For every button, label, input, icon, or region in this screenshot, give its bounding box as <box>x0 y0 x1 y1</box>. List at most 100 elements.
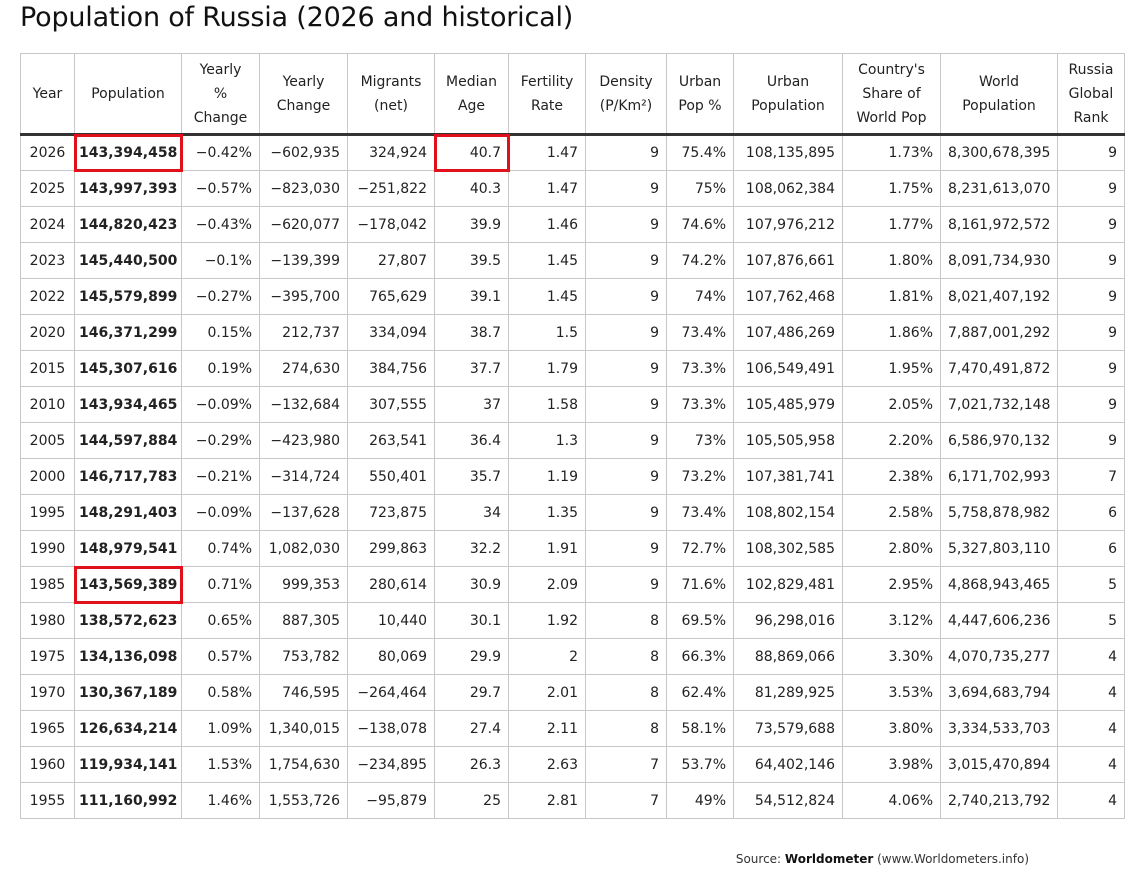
cell-density: 9 <box>585 278 667 315</box>
table-row: 2025 143,997,393 −0.57% −823,030 −251,822 40.… <box>20 170 1125 207</box>
cell-density: 7 <box>585 782 667 819</box>
cell-yearly-change: 887,305 <box>259 602 348 639</box>
cell-world-share: 1.73% <box>842 134 941 171</box>
column-header-line: Rank <box>1073 109 1109 126</box>
column-header-line: Yearly <box>282 73 325 90</box>
cell-migrants: 27,807 <box>347 242 435 279</box>
column-header-line: Migrants <box>360 73 422 90</box>
cell-median-age: 27.4 <box>434 710 509 747</box>
column-header-population[interactable]: Population <box>74 53 182 136</box>
cell-world-share: 4.06% <box>842 782 941 819</box>
column-header-line: Density <box>599 73 653 90</box>
cell-population: 119,934,141 <box>74 746 182 783</box>
cell-density: 8 <box>585 602 667 639</box>
column-header-line: (P/Km²) <box>599 97 653 114</box>
source-link[interactable]: Worldometer <box>784 852 874 866</box>
cell-world-population: 3,334,533,703 <box>940 710 1058 747</box>
cell-population: 144,597,884 <box>74 422 182 459</box>
cell-world-population: 4,070,735,277 <box>940 638 1058 675</box>
cell-yearly-change: −602,935 <box>259 134 348 171</box>
table-row: 1995 148,291,403 −0.09% −137,628 723,875 34 1.… <box>20 494 1125 531</box>
cell-urban-population: 107,876,661 <box>733 242 843 279</box>
table-row: 1990 148,979,541 0.74% 1,082,030 299,863 32.2… <box>20 530 1125 567</box>
cell-median-age: 38.7 <box>434 314 509 351</box>
cell-urban-pop-pct: 74.2% <box>666 242 734 279</box>
cell-density: 9 <box>585 242 667 279</box>
cell-urban-pop-pct: 74% <box>666 278 734 315</box>
column-header-line: % <box>213 85 228 102</box>
cell-urban-population: 108,302,585 <box>733 530 843 567</box>
table-row: 2026 143,394,458 −0.42% −602,935 324,924 40.7… <box>20 133 1125 172</box>
cell-fertility-rate: 2.11 <box>508 710 586 747</box>
column-header-migrants[interactable]: Migrants (net) <box>347 53 435 136</box>
cell-world-share: 1.77% <box>842 206 941 243</box>
cell-migrants: −178,042 <box>347 206 435 243</box>
cell-density: 7 <box>585 746 667 783</box>
cell-fertility-rate: 1.79 <box>508 350 586 387</box>
cell-density: 9 <box>585 422 667 459</box>
cell-median-age: 37.7 <box>434 350 509 387</box>
cell-fertility-rate: 1.5 <box>508 314 586 351</box>
cell-year: 2005 <box>20 422 75 459</box>
cell-world-population: 6,171,702,993 <box>940 458 1058 495</box>
cell-yearly-change: −314,724 <box>259 458 348 495</box>
column-header-yearly-change[interactable]: Yearly Change <box>259 53 348 136</box>
cell-population: 130,367,189 <box>74 674 182 711</box>
cell-year: 2024 <box>20 206 75 243</box>
table-row: 1955 111,160,992 1.46% 1,553,726 −95,879 25 2.… <box>20 782 1125 819</box>
column-header-fertility-rate[interactable]: Fertility Rate <box>508 53 586 136</box>
cell-year: 2010 <box>20 386 75 423</box>
cell-urban-population: 107,976,212 <box>733 206 843 243</box>
cell-yearly-change: 999,353 <box>259 566 348 603</box>
cell-year: 2015 <box>20 350 75 387</box>
column-header-median-age[interactable]: Median Age <box>434 53 509 136</box>
cell-urban-population: 108,062,384 <box>733 170 843 207</box>
column-header-line: Fertility <box>520 73 574 90</box>
cell-world-population: 4,447,606,236 <box>940 602 1058 639</box>
column-header-line: World Pop <box>856 109 927 126</box>
column-header-year[interactable]: Year <box>20 53 75 136</box>
cell-population: 148,291,403 <box>74 494 182 531</box>
column-header-world-share[interactable]: Country's Share of World Pop <box>842 53 941 136</box>
cell-year: 2026 <box>20 134 75 171</box>
column-header-yearly-pct-change[interactable]: Yearly% Change <box>181 53 260 136</box>
cell-world-population: 8,021,407,192 <box>940 278 1058 315</box>
cell-population: 126,634,214 <box>74 710 182 747</box>
column-header-line: Share of <box>862 85 921 102</box>
cell-global-rank: 9 <box>1057 206 1125 243</box>
cell-year: 1955 <box>20 782 75 819</box>
cell-urban-population: 64,402,146 <box>733 746 843 783</box>
table-header-row: Year Population Yearly% Change Yearly Change M… <box>20 53 1125 136</box>
cell-migrants: 334,094 <box>347 314 435 351</box>
cell-year: 2025 <box>20 170 75 207</box>
column-header-line: Change <box>193 109 248 126</box>
cell-global-rank: 9 <box>1057 278 1125 315</box>
cell-yearly-change: −823,030 <box>259 170 348 207</box>
cell-global-rank: 4 <box>1057 782 1125 819</box>
cell-yearly-pct-change: 0.58% <box>181 674 260 711</box>
cell-median-age: 34 <box>434 494 509 531</box>
column-header-urban-population[interactable]: Urban Population <box>733 53 843 136</box>
cell-yearly-change: −139,399 <box>259 242 348 279</box>
cell-urban-pop-pct: 74.6% <box>666 206 734 243</box>
cell-global-rank: 4 <box>1057 674 1125 711</box>
column-header-world-population[interactable]: World Population <box>940 53 1058 136</box>
cell-year: 1985 <box>20 566 75 603</box>
cell-fertility-rate: 2 <box>508 638 586 675</box>
cell-urban-pop-pct: 72.7% <box>666 530 734 567</box>
cell-population: 134,136,098 <box>74 638 182 675</box>
cell-median-age: 25 <box>434 782 509 819</box>
column-header-density[interactable]: Density (P/Km²) <box>585 53 667 136</box>
table-row: 2010 143,934,465 −0.09% −132,684 307,555 37 1.… <box>20 386 1125 423</box>
cell-density: 9 <box>585 134 667 171</box>
cell-migrants: 765,629 <box>347 278 435 315</box>
column-header-urban-pop-pct[interactable]: Urban Pop % <box>666 53 734 136</box>
cell-fertility-rate: 1.58 <box>508 386 586 423</box>
column-header-line: Country's <box>858 61 925 78</box>
cell-yearly-pct-change: 0.65% <box>181 602 260 639</box>
cell-year: 1970 <box>20 674 75 711</box>
column-header-global-rank[interactable]: Russia Global Rank <box>1057 53 1125 136</box>
cell-world-population: 2,740,213,792 <box>940 782 1058 819</box>
cell-world-population: 8,091,734,930 <box>940 242 1058 279</box>
cell-population: 138,572,623 <box>74 602 182 639</box>
